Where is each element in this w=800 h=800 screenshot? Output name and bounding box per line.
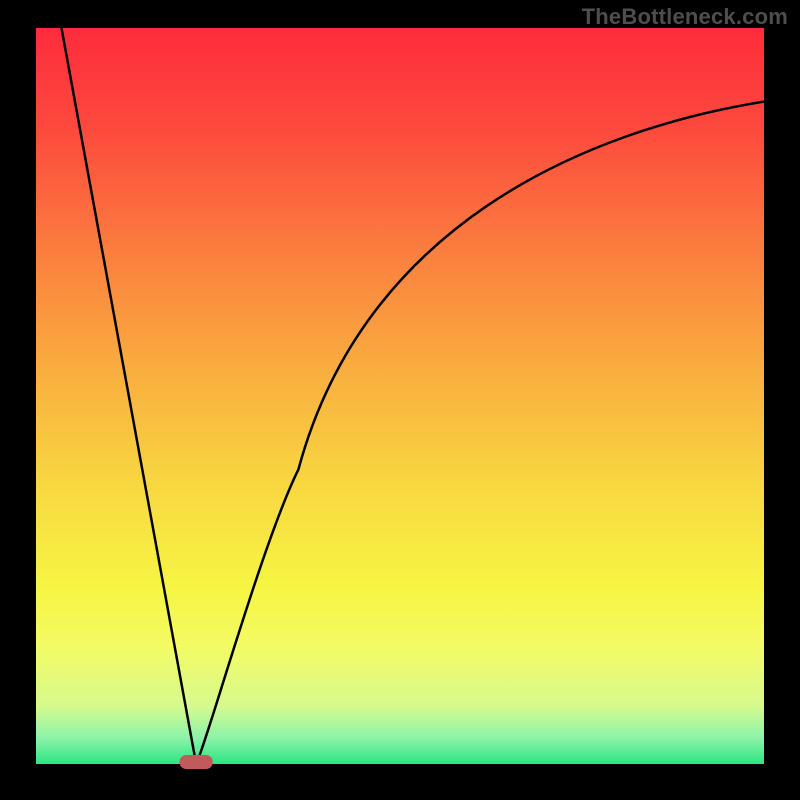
chart-container: TheBottleneck.com <box>0 0 800 800</box>
optimal-point-marker <box>180 756 212 769</box>
bottleneck-chart <box>0 0 800 800</box>
chart-background <box>36 28 764 764</box>
